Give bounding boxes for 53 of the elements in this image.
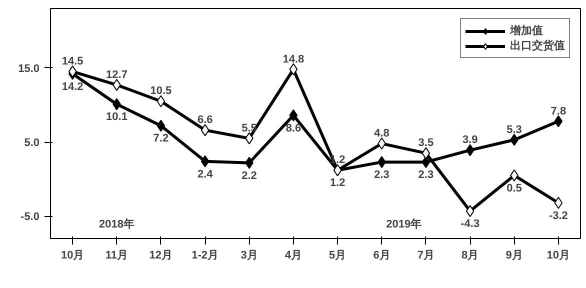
- y-tick-label: 15.0: [18, 62, 40, 75]
- y-tick-label: 5.0: [24, 137, 40, 150]
- data-label: 3.9: [462, 134, 478, 146]
- point: [422, 156, 430, 168]
- x-tick-label: 11月: [105, 250, 128, 262]
- x-tick-label: 5月: [329, 250, 346, 262]
- data-label: 2.3: [374, 169, 390, 182]
- x-tick-label: 3月: [240, 250, 258, 262]
- data-label: 7.8: [550, 105, 566, 118]
- x-tick-label: 7月: [417, 250, 434, 262]
- x-tick-label: 6月: [373, 250, 390, 262]
- data-label: 14.5: [62, 56, 84, 68]
- data-label: 1.2: [330, 177, 346, 190]
- x-tick-label: 1-2月: [192, 250, 219, 262]
- data-label: -4.3: [460, 218, 480, 230]
- y-tick-label: -5.0: [20, 211, 40, 224]
- data-label: 2.2: [242, 170, 257, 182]
- point: [200, 124, 210, 136]
- x-tick-label: 4月: [284, 250, 302, 262]
- legend-label: 出口交货值: [510, 38, 565, 53]
- data-label: 0.5: [506, 182, 522, 194]
- data-label: 2.4: [197, 168, 214, 180]
- data-label: -3.2: [548, 210, 568, 222]
- annotation: 2018年: [99, 218, 134, 230]
- point: [289, 63, 298, 76]
- point: [156, 95, 166, 108]
- x-tick-label: 12月: [149, 250, 173, 262]
- data-label: 5.3: [506, 124, 522, 136]
- point: [289, 109, 298, 122]
- point: [554, 115, 563, 128]
- x-tick-label: 10月: [60, 250, 84, 262]
- point: [466, 205, 474, 218]
- data-label: 14.2: [62, 80, 84, 93]
- data-label: 3.5: [418, 137, 434, 150]
- data-label: 12.7: [106, 68, 128, 81]
- x-tick-label: 10月: [546, 250, 570, 262]
- legend-label: 增加值: [510, 24, 543, 38]
- point: [466, 144, 474, 156]
- data-label: 7.2: [153, 132, 169, 145]
- data-label: 2.3: [418, 169, 434, 182]
- data-label: 4.8: [374, 128, 390, 140]
- point: [422, 147, 430, 160]
- x-tick-label: 9月: [506, 250, 523, 262]
- data-label: 8.6: [286, 122, 302, 134]
- data-label: 14.8: [282, 53, 304, 66]
- annotation: 2019年: [386, 218, 422, 230]
- point: [554, 196, 563, 209]
- data-label: 10.1: [106, 111, 128, 124]
- point: [200, 155, 210, 168]
- data-label: 10.5: [150, 85, 172, 98]
- x-tick-label: 8月: [462, 250, 479, 262]
- point: [156, 120, 166, 132]
- data-label: 6.6: [197, 114, 213, 126]
